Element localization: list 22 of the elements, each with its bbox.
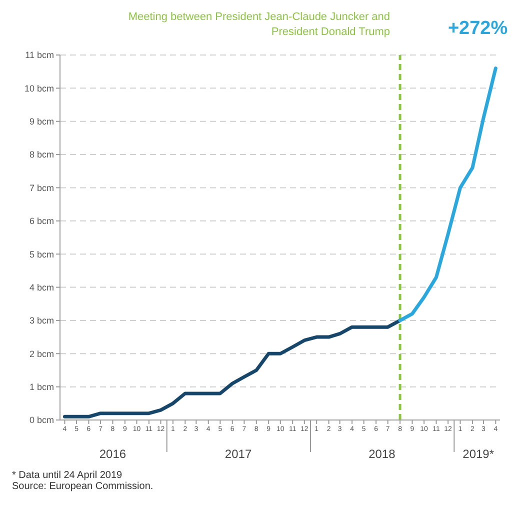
- y-tick-label: 1 bcm: [29, 382, 54, 392]
- x2-tick-label: 2018: [368, 447, 396, 461]
- ref-line-label: Meeting between President Jean-Claude Juncker and President Donald Trump: [127, 10, 390, 40]
- y-tick-label: 7 bcm: [29, 182, 54, 193]
- y-tick-label: 0 bcm: [29, 415, 54, 426]
- y-tick-label: 5 bcm: [29, 249, 54, 260]
- y-tick-label: 2 bcm: [29, 348, 54, 359]
- line-series: [62, 318, 402, 418]
- x2-tick-label: 2017: [224, 447, 252, 461]
- y-tick-label: 6 bcm: [29, 216, 54, 226]
- annotation: +272%: [446, 18, 508, 40]
- x2-tick-label: 2016: [99, 447, 126, 461]
- source-note: Source: European Commission.: [12, 481, 154, 492]
- y-tick-label: 4 bcm: [29, 282, 54, 292]
- line-series: [398, 66, 498, 322]
- y-tick-label: 8 bcm: [29, 150, 54, 160]
- text: * Data until 24 April 2019: [12, 470, 124, 481]
- y-tick-label: 9 bcm: [29, 116, 54, 127]
- y-tick-label: 3 bcm: [29, 316, 54, 326]
- y-tick-label: 10 bcm: [24, 83, 54, 94]
- y-tick-label: 11 bcm: [25, 50, 54, 60]
- x2-tick-label: 2019*: [462, 447, 494, 461]
